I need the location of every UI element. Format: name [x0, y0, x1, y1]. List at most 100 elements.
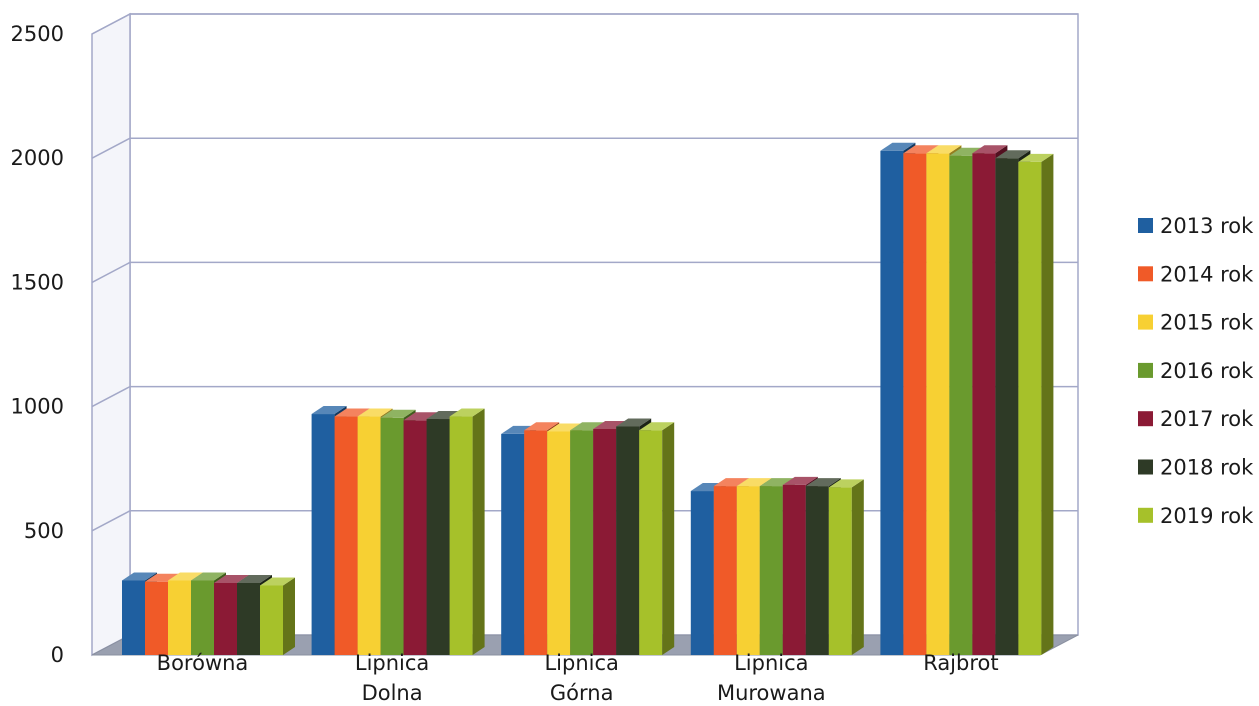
- bars: [122, 142, 1054, 656]
- bar-front: [334, 416, 358, 655]
- bar-top: [449, 408, 485, 417]
- bar-front: [880, 150, 904, 656]
- bar-front: [736, 486, 760, 655]
- bar-front: [713, 486, 737, 655]
- bar-top: [214, 574, 249, 583]
- bar-top: [311, 406, 347, 415]
- bar-front: [547, 431, 571, 655]
- bar-top: [593, 420, 629, 429]
- bar-top: [713, 478, 749, 487]
- bar-top: [260, 577, 295, 586]
- y-tick-label: 1500: [11, 270, 64, 294]
- legend-item: 2016 rok: [1138, 359, 1254, 383]
- bar-top: [972, 145, 1008, 154]
- bar-front: [145, 581, 168, 655]
- bar-top: [570, 422, 606, 431]
- bar: [449, 408, 485, 655]
- legend-swatch: [1138, 266, 1153, 282]
- bar-front: [311, 414, 335, 655]
- y-axis-ticks: 0 500 1000 1500 2000 2500: [11, 22, 64, 667]
- bar-front: [426, 419, 450, 655]
- legend-label: 2014 rok: [1160, 262, 1254, 286]
- bar-front: [972, 153, 996, 655]
- bar-top: [995, 150, 1031, 159]
- bar-front: [995, 158, 1019, 655]
- bar-top: [524, 422, 560, 431]
- bar: [1018, 153, 1054, 655]
- bar: [260, 577, 295, 655]
- bar-front: [449, 416, 473, 655]
- bar-front: [501, 433, 525, 655]
- legend-item: 2014 rok: [1138, 262, 1254, 286]
- legend-label: 2018 rok: [1160, 456, 1254, 480]
- bar-front: [616, 426, 640, 655]
- gridline: [91, 261, 1078, 284]
- bar-top: [547, 423, 583, 432]
- x-tick-label: Lipnica Górna: [544, 651, 618, 702]
- bar-top: [122, 572, 157, 581]
- legend-swatch: [1138, 411, 1153, 427]
- bar-front: [690, 491, 714, 655]
- bar-front: [191, 580, 214, 655]
- legend-label: 2016 rok: [1160, 359, 1254, 383]
- x-axis-ticks: Borówna Lipnica Dolna Lipnica Górna Lipnica Mu…: [157, 651, 999, 705]
- x-tick-label: Rajbrot: [923, 651, 998, 675]
- bar-side: [283, 577, 295, 655]
- legend-label: 2013 rok: [1160, 214, 1254, 238]
- legend-item: 2019 rok: [1138, 504, 1254, 528]
- bar-front: [926, 153, 950, 655]
- x-tick-label: Lipnica Dolna: [355, 651, 429, 702]
- bar-front: [949, 155, 973, 655]
- legend-label: 2015 rok: [1160, 311, 1254, 335]
- bar-front: [759, 486, 783, 655]
- bar-top: [380, 409, 416, 418]
- bar-top: [145, 573, 180, 582]
- bar-front: [260, 585, 283, 655]
- bar-top: [949, 147, 985, 156]
- bar-top: [168, 572, 203, 581]
- x-tick-label: Lipnica Murowana: [717, 651, 826, 702]
- bar-front: [570, 430, 594, 655]
- legend-item: 2015 rok: [1138, 311, 1254, 335]
- bar-front: [1018, 161, 1042, 655]
- bar-top: [426, 411, 462, 420]
- legend-item: 2013 rok: [1138, 214, 1254, 238]
- bar-front: [168, 580, 191, 655]
- bar-side: [851, 479, 864, 655]
- bar-top: [805, 478, 841, 487]
- bar-top: [616, 418, 652, 427]
- legend-swatch: [1138, 362, 1153, 378]
- y-tick-label: 2000: [11, 146, 64, 170]
- gridline: [91, 137, 1078, 159]
- bar-top: [237, 574, 272, 583]
- bar-top: [403, 412, 439, 421]
- bar-front: [782, 484, 806, 655]
- bar-front: [122, 580, 145, 655]
- legend-swatch: [1138, 218, 1153, 233]
- legend-item: 2017 rok: [1138, 407, 1254, 431]
- bar-front: [357, 416, 381, 655]
- gridline: [91, 385, 1078, 408]
- legend-label: 2017 rok: [1160, 407, 1254, 431]
- bar: [828, 479, 864, 655]
- bar-front: [805, 486, 829, 655]
- bar-front: [524, 430, 548, 655]
- bar-top: [828, 479, 864, 488]
- bar-top: [334, 408, 370, 417]
- bar-top: [903, 145, 939, 154]
- legend: 2013 rok 2014 rok 2015 rok 2016 rok 2017 rok…: [1138, 214, 1254, 528]
- bar-front: [214, 582, 237, 655]
- bar-front: [903, 153, 927, 655]
- gridline: [91, 13, 1078, 35]
- legend-swatch: [1138, 459, 1153, 475]
- bar-top: [357, 408, 393, 417]
- legend-swatch: [1138, 314, 1153, 330]
- legend-label: 2019 rok: [1160, 504, 1254, 528]
- bar-top: [1018, 153, 1054, 162]
- x-tick-label: Borówna: [157, 651, 249, 675]
- y-tick-label: 2500: [11, 22, 64, 46]
- bar-side: [1041, 153, 1054, 655]
- legend-swatch: [1138, 507, 1153, 523]
- bar-top: [639, 422, 675, 431]
